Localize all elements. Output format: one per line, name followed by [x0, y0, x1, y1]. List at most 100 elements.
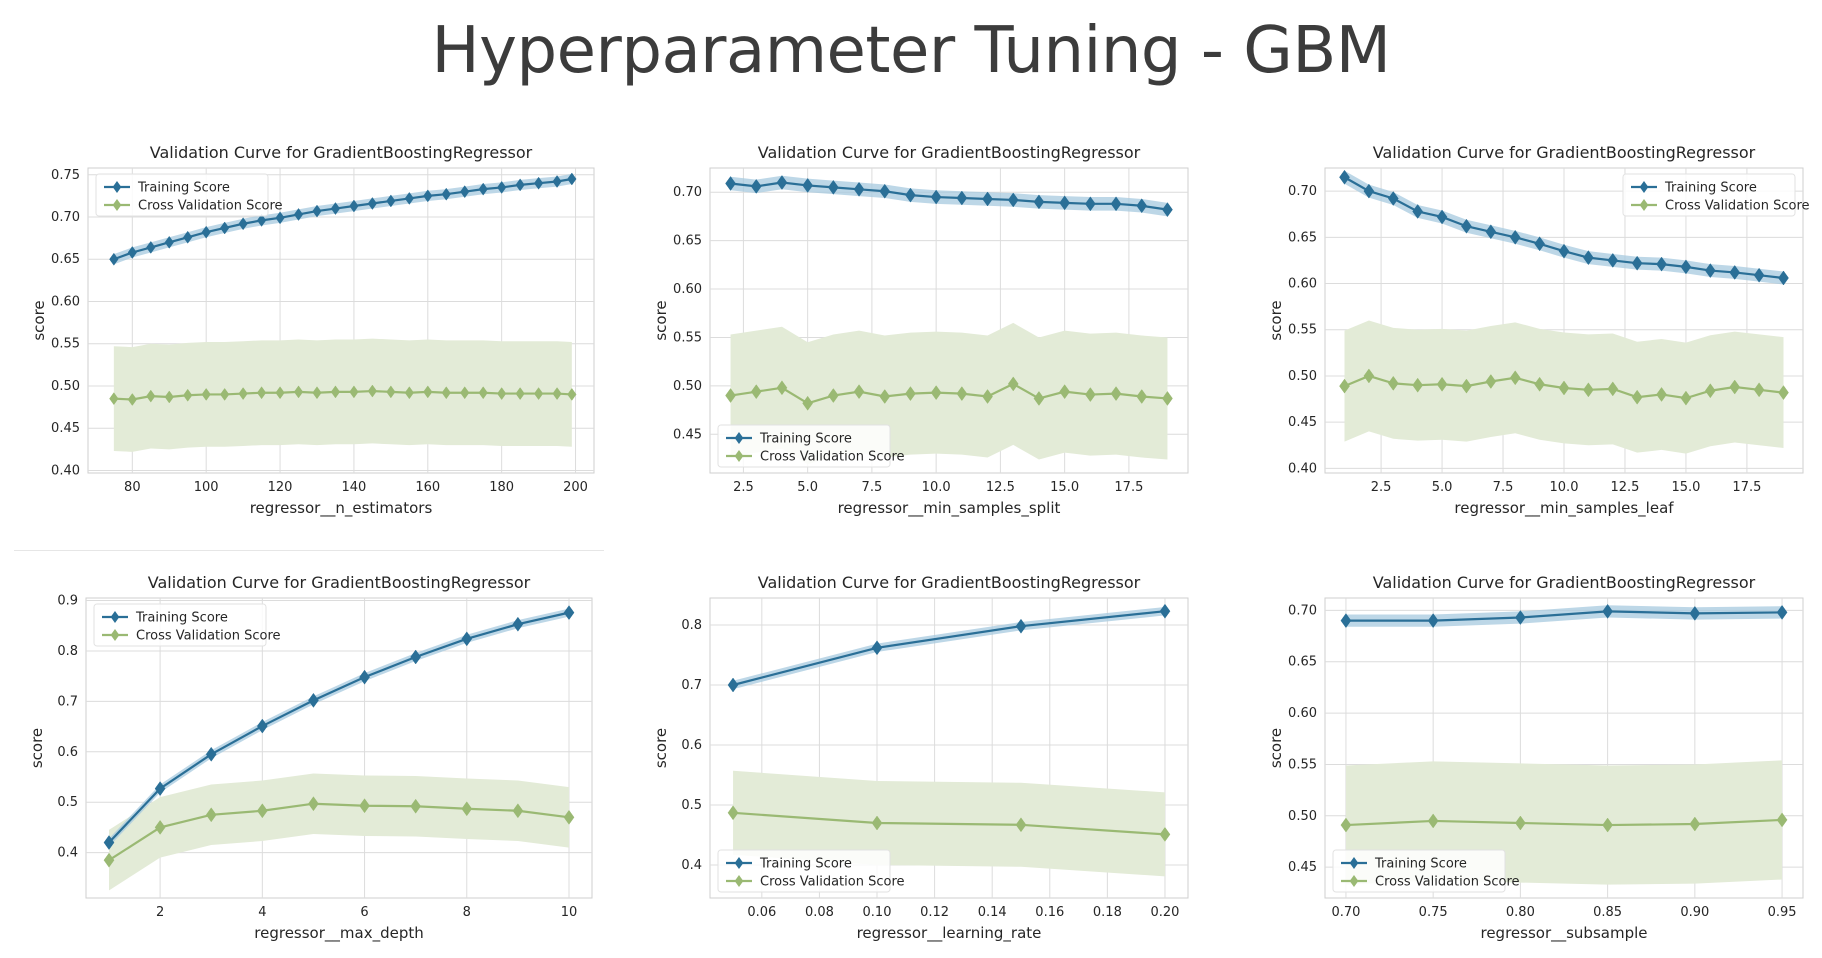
cv-score-point — [1412, 377, 1424, 393]
y-tick-label: 0.60 — [1288, 706, 1317, 721]
y-tick-label: 0.8 — [681, 618, 702, 633]
cv-score-point — [423, 385, 433, 399]
training-score-point — [1461, 218, 1472, 234]
cv-score-point — [478, 386, 488, 400]
training-score-point — [275, 211, 285, 225]
training-score-point — [1339, 169, 1350, 185]
cv-score-point — [256, 386, 267, 400]
y-tick-label: 0.45 — [1288, 415, 1317, 430]
training-score-point — [154, 781, 166, 797]
cv-score-point — [750, 384, 762, 400]
x-tick-label: 2.5 — [733, 480, 754, 495]
cv-score-point — [410, 798, 422, 814]
cv-score-point — [956, 386, 968, 402]
training-score-point — [497, 181, 507, 194]
training-score-point — [1753, 267, 1765, 283]
cv-score-point — [1033, 391, 1045, 406]
training-score-point — [567, 172, 577, 186]
y-tick-label: 0.60 — [673, 282, 702, 297]
cv-score-point — [238, 387, 248, 401]
training-score-point — [1340, 613, 1352, 629]
cv-score-point — [359, 798, 370, 814]
x-tick-label: 12.5 — [986, 480, 1015, 495]
x-tick-label: 0.75 — [1419, 905, 1448, 920]
cv-score-point — [1607, 381, 1619, 397]
training-score-point — [533, 176, 544, 190]
cv-score-point — [1340, 817, 1352, 833]
training-score-point — [1159, 603, 1171, 619]
legend-marker — [112, 199, 122, 211]
x-tick-label: 10.0 — [922, 480, 951, 495]
legend-marker — [734, 875, 744, 887]
y-tick-label: 0.60 — [1288, 277, 1317, 292]
cv-score-point — [879, 389, 891, 404]
y-tick-label: 0.55 — [51, 337, 80, 352]
validation-chart-6: Validation Curve for GradientBoostingReg… — [1245, 565, 1815, 958]
cv-score-point — [275, 386, 285, 400]
y-tick-label: 0.5 — [57, 795, 78, 810]
x-axis-label: regressor__min_samples_leaf — [1454, 499, 1674, 518]
cv-score-point — [1729, 379, 1741, 395]
cv-score-point — [567, 387, 577, 401]
x-tick-label: 0.06 — [747, 905, 776, 920]
x-tick-label: 0.20 — [1150, 905, 1179, 920]
legend-marker — [1349, 857, 1359, 869]
validation-chart-2: Validation Curve for GradientBoostingReg… — [630, 135, 1200, 535]
training-score-point — [853, 181, 865, 197]
cv-score-point — [127, 393, 137, 406]
x-tick-label: 120 — [268, 480, 293, 495]
legend: Training Score Cross Validation Score — [717, 849, 905, 893]
cv-score-point — [1509, 370, 1521, 386]
legend-entry: Training Score — [135, 611, 228, 626]
y-tick-label: 0.5 — [681, 798, 702, 813]
legend-entry: Cross Validation Score — [1665, 199, 1810, 214]
y-tick-label: 0.70 — [1288, 603, 1317, 618]
training-score-point — [828, 179, 839, 195]
legend-entry: Training Score — [759, 857, 852, 872]
y-tick-label: 0.55 — [673, 330, 702, 345]
cv-score-point — [982, 389, 993, 404]
training-score-point — [982, 191, 993, 207]
chart-svg: Validation Curve for GradientBoostingReg… — [30, 143, 595, 518]
training-score-point — [1631, 255, 1643, 271]
y-tick-label: 0.4 — [681, 858, 702, 873]
training-score-point — [256, 213, 267, 227]
cv-score-point — [930, 385, 942, 401]
training-score-point — [461, 631, 473, 647]
y-axis-label: score — [652, 728, 670, 768]
y-tick-label: 0.40 — [1288, 461, 1317, 476]
cv-score-point — [1059, 384, 1070, 400]
training-score-point — [802, 178, 814, 193]
training-score-point — [1136, 198, 1148, 214]
x-tick-label: 0.80 — [1506, 905, 1535, 920]
cv-score-point — [1427, 813, 1439, 829]
training-score-point — [1729, 265, 1741, 280]
x-tick-label: 12.5 — [1610, 480, 1639, 495]
legend-box — [95, 173, 269, 217]
cv-score-point — [1776, 812, 1788, 828]
cv-score-point — [201, 387, 211, 401]
training-score-point — [103, 835, 115, 850]
legend: Training Score Cross Validation Score — [95, 173, 283, 217]
cv-score-band — [109, 773, 569, 891]
training-score-point — [1602, 603, 1613, 619]
cv-score-point — [1534, 376, 1545, 392]
x-tick-label: 8 — [463, 905, 471, 920]
training-score-point — [423, 189, 433, 203]
x-tick-label: 2 — [156, 905, 164, 920]
legend-marker — [1349, 875, 1359, 887]
cv-score-point — [349, 385, 359, 399]
chart-title: Validation Curve for GradientBoostingReg… — [148, 573, 531, 592]
training-score-point — [1515, 610, 1526, 625]
cv-score-point — [1689, 816, 1701, 832]
legend-marker — [734, 857, 744, 869]
training-score-point — [879, 183, 891, 199]
training-score-point — [410, 649, 422, 665]
cv-score-point — [853, 384, 865, 400]
training-score-point — [725, 176, 736, 191]
validation-chart-4: Validation Curve for GradientBoostingReg… — [14, 565, 604, 958]
training-score-point — [1680, 259, 1692, 275]
y-tick-label: 0.65 — [1288, 230, 1317, 245]
training-score-point — [1015, 618, 1027, 634]
y-tick-label: 0.9 — [57, 594, 78, 609]
